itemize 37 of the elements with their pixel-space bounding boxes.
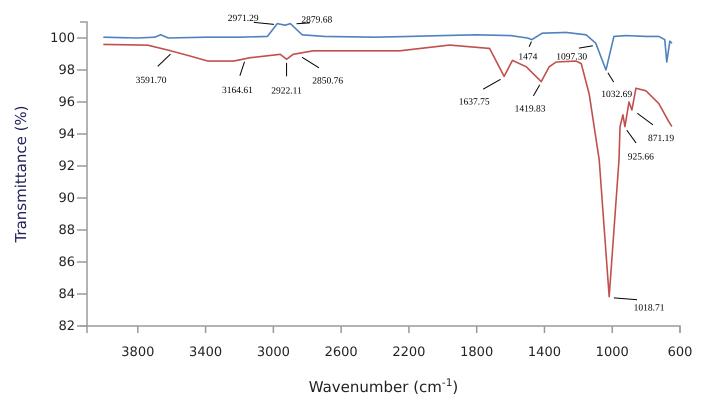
annotation: 1474 (518, 52, 538, 63)
y-tick-label: 96 (58, 95, 75, 110)
x-tick-label: 2600 (324, 345, 358, 360)
y-tick-label: 90 (58, 191, 75, 206)
x-tick-label: 600 (668, 345, 692, 360)
y-tick-label: 84 (58, 287, 75, 302)
x-axis-title: Wavenumber (cm$^{-1}$) (308, 377, 458, 396)
line-series (103, 22, 672, 71)
line-series (103, 44, 672, 298)
annotation: 1637.75 (458, 97, 490, 108)
annotation: 3164.61 (222, 86, 254, 96)
annotation: 3591.70 (136, 76, 167, 86)
x-tick-label: 1800 (460, 345, 494, 360)
annotation: 2971.29 (228, 14, 259, 24)
y-tick-label: 92 (58, 159, 75, 174)
x-tick-label: 3000 (256, 345, 290, 360)
y-tick-label: 86 (58, 255, 75, 270)
x-tick-label: 1000 (596, 345, 629, 360)
x-tick-label: 2200 (392, 345, 426, 360)
annotation: 871.19 (648, 134, 674, 144)
y-tick-label: 100 (50, 31, 75, 46)
annotation: 2922.11 (271, 86, 302, 96)
annotation: 925.66 (628, 152, 654, 163)
y-tick-label: 94 (58, 127, 75, 142)
y-tick-label: 98 (58, 63, 75, 78)
x-tick-label: 3800 (121, 345, 154, 360)
annotation: 1419.83 (514, 104, 546, 115)
annotation: 2879.68 (301, 15, 332, 26)
y-tick-label: 82 (58, 319, 75, 334)
annotation: 1018.71 (634, 304, 665, 314)
y-axis-title: Transmittance (%) (12, 105, 30, 244)
x-tick-label: 1400 (528, 345, 562, 360)
annotation: 1032.69 (601, 90, 632, 100)
annotation: 1097.30 (556, 52, 588, 62)
annotation: 2850.76 (312, 76, 344, 86)
y-tick-label: 88 (58, 223, 75, 238)
x-tick-label: 3400 (189, 345, 222, 360)
